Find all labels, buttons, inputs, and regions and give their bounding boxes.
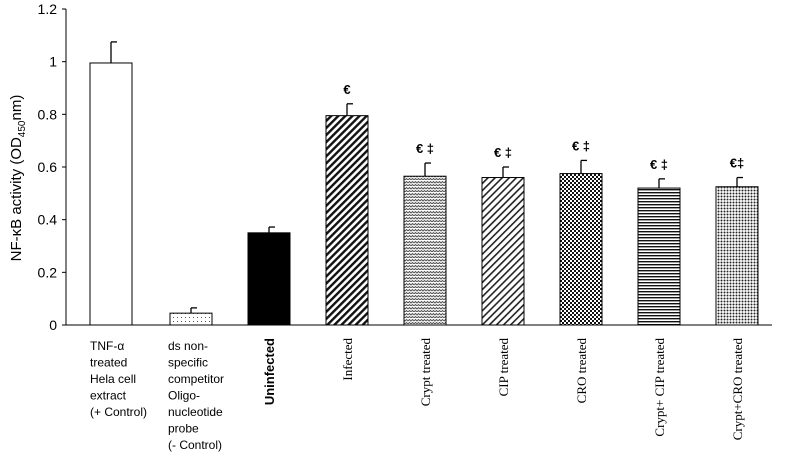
bar <box>325 115 369 326</box>
bar <box>403 175 447 326</box>
bar <box>247 232 291 326</box>
y-tick-label: 0.6 <box>38 159 58 175</box>
y-axis-ticks: 0 0.2 0.4 0.6 0.8 1 1.2 <box>38 1 66 333</box>
y-tick-label: 1.2 <box>38 1 58 17</box>
significance-mark: € <box>343 82 350 97</box>
significance-mark: € ‡ <box>494 145 512 160</box>
bar <box>559 173 603 326</box>
category-labels: TNF-α treated Hela cell extract (+ Control) d… <box>90 338 745 452</box>
category-label: Infected <box>340 338 355 381</box>
significance-mark: € ‡ <box>650 157 668 172</box>
y-tick-label: 0.4 <box>38 212 58 228</box>
y-tick-label: 0.2 <box>38 264 58 280</box>
category-label: CIP treated <box>496 338 511 397</box>
category-label: CRO treated <box>574 338 589 404</box>
bar <box>169 312 213 326</box>
category-label-line: nucleotide <box>168 405 223 419</box>
category-label-line: probe <box>168 422 199 436</box>
bar <box>715 186 759 326</box>
category-label-line: (+ Control) <box>90 405 147 419</box>
category-label-line: Hela cell <box>90 372 136 386</box>
category-label-line: Oligo- <box>168 389 200 403</box>
category-label-line: competitor <box>168 372 224 386</box>
significance-mark: €‡ <box>730 156 744 171</box>
bar <box>89 62 133 326</box>
category-label: Crypt treated <box>418 338 433 407</box>
category-label: Crypt+ CIP treated <box>652 338 667 437</box>
category-label-line: treated <box>90 356 127 370</box>
significance-annotations: € € ‡ € ‡ € ‡ € ‡ €‡ <box>343 82 744 172</box>
bar <box>481 177 525 326</box>
bars <box>89 62 759 326</box>
y-tick-label: 1 <box>49 54 57 70</box>
category-label-line: extract <box>90 389 127 403</box>
y-axis-label: NF-κB activity (OD450nm) <box>8 95 28 262</box>
category-label-line: TNF-α <box>90 339 124 353</box>
significance-mark: € ‡ <box>572 138 590 153</box>
category-label: Crypt+CRO treated <box>730 338 745 441</box>
category-label-line: specific <box>168 356 208 370</box>
y-tick-label: 0.8 <box>38 106 58 122</box>
category-label: Uninfected <box>262 338 277 405</box>
category-label-line: (- Control) <box>168 438 222 452</box>
error-bars <box>110 41 743 314</box>
bar <box>637 187 681 326</box>
category-label-line: ds non- <box>168 339 208 353</box>
significance-mark: € ‡ <box>416 141 434 156</box>
y-tick-label: 0 <box>49 317 57 333</box>
